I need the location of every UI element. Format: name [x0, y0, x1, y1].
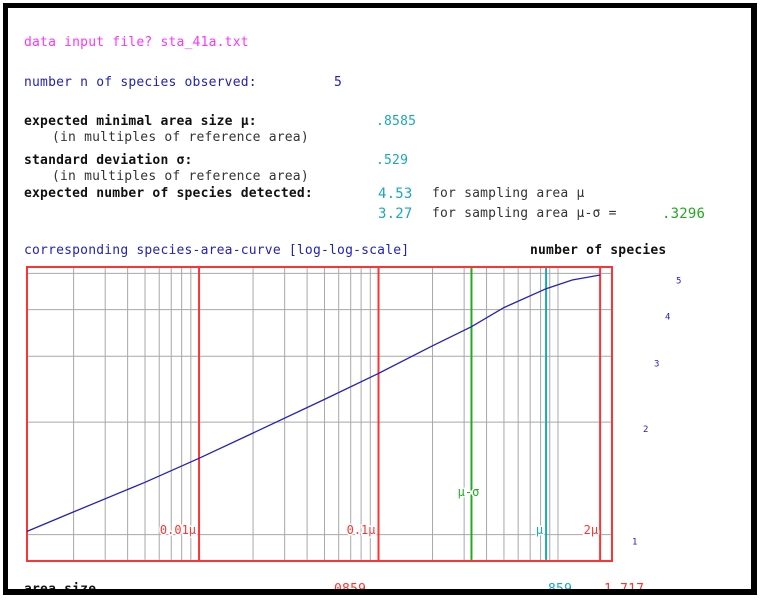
- y-tick-label: 5: [676, 276, 681, 286]
- input-file-line: data input file? sta_41a.txt: [24, 35, 249, 50]
- expected-detected-value2b: .3296: [662, 206, 706, 222]
- minimal-area-value: .8585: [376, 114, 417, 129]
- marker-label: μ-σ: [458, 485, 480, 499]
- plot-border: [26, 266, 613, 562]
- y-tick-label: 4: [665, 313, 670, 323]
- std-dev-note: (in multiples of reference area): [52, 169, 309, 184]
- species-area-curve: [26, 274, 601, 532]
- species-axis-title: number of species: [530, 243, 667, 258]
- species-observed-label: number n of species observed:: [24, 75, 257, 90]
- marker-label: 2μ: [584, 523, 598, 537]
- x-value-0: .0859: [326, 582, 367, 595]
- y-tick-label: 1: [632, 538, 637, 548]
- expected-detected-text2: for sampling area μ-σ =: [432, 206, 617, 221]
- expected-detected-text1: for sampling area μ: [432, 186, 585, 201]
- species-observed-value: 5: [334, 75, 343, 90]
- marker-label: 0.1μ: [347, 523, 376, 537]
- marker-label: 0.01μ: [160, 523, 196, 537]
- std-dev-value: .529: [376, 153, 409, 168]
- app-window: data input file? sta_41a.txt number n of…: [3, 3, 757, 595]
- x-value-1: .859: [540, 582, 573, 595]
- minimal-area-note: (in multiples of reference area): [52, 130, 309, 145]
- x-value-2: 1.717: [604, 582, 645, 595]
- y-tick-label: 3: [654, 359, 659, 369]
- expected-detected-value1: 4.53: [378, 186, 413, 202]
- marker-label: μ: [536, 523, 543, 537]
- minimal-area-label: expected minimal area size μ:: [24, 114, 257, 129]
- expected-detected-label: expected number of species detected:: [24, 186, 313, 201]
- area-axis-title: area size: [24, 582, 97, 595]
- expected-detected-value2: 3.27: [378, 206, 413, 222]
- std-dev-label: standard deviation σ:: [24, 153, 193, 168]
- curve-title: corresponding species-area-curve [log-lo…: [24, 243, 410, 258]
- y-tick-label: 2: [643, 425, 648, 435]
